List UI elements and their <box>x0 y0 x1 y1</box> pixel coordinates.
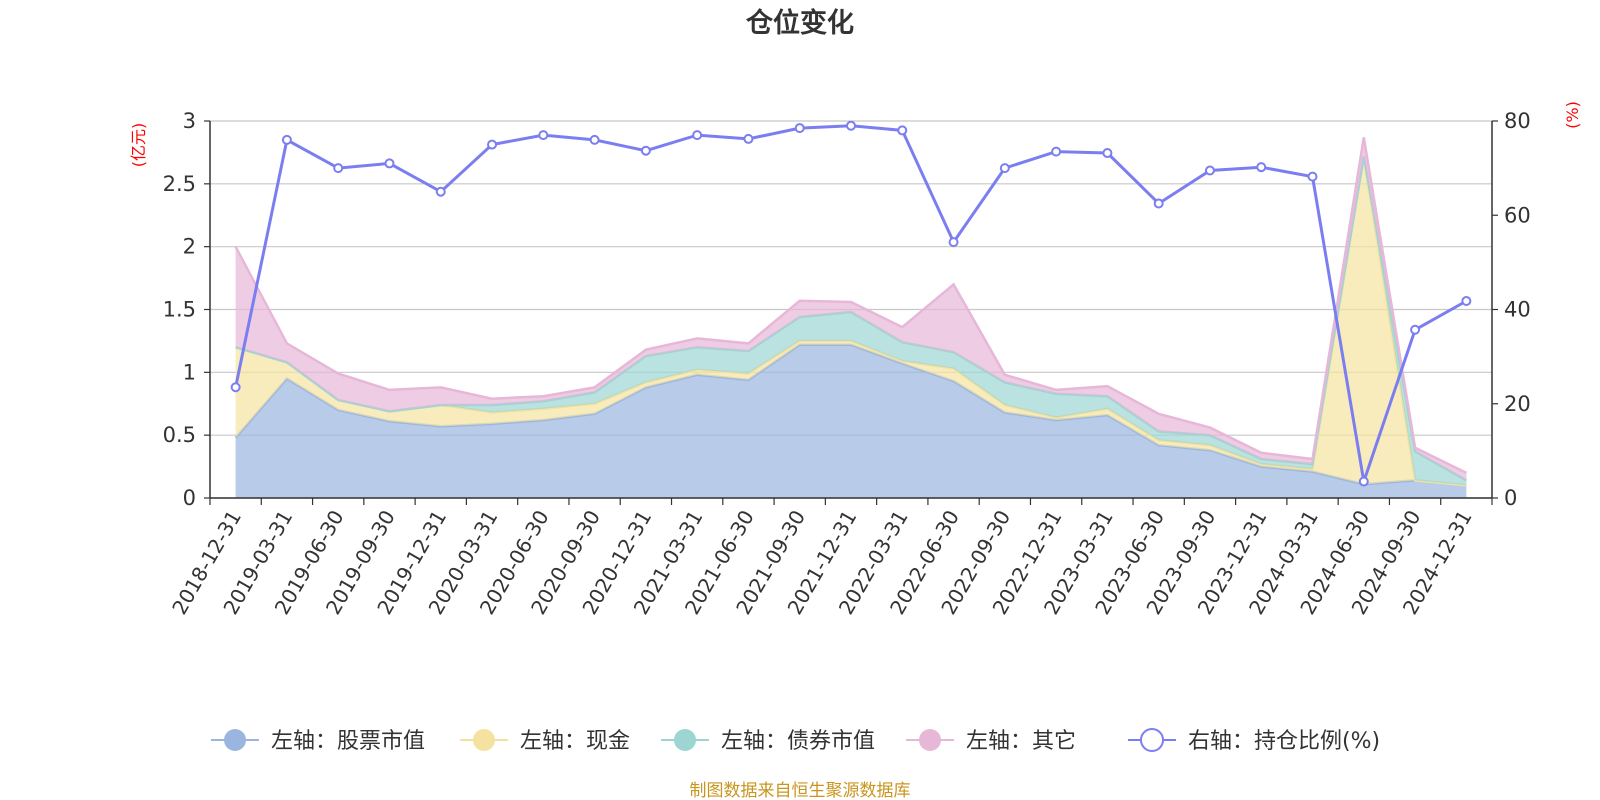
legend-circle-icon <box>224 729 246 751</box>
left-axis-tick-label: 1 <box>183 360 196 384</box>
holding-ratio-point <box>846 120 856 131</box>
area-左轴：现金 <box>235 157 1467 486</box>
holding-ratio-point <box>435 186 446 197</box>
holding-ratio-point <box>948 237 959 248</box>
holding-ratio-point <box>281 134 292 145</box>
legend-item[interactable]: 左轴：股票市值 <box>211 729 425 754</box>
area-左轴：债券市值 <box>235 156 1467 486</box>
right-axis-tick-label: 60 <box>1504 203 1531 227</box>
right-axis-tick-label: 0 <box>1504 486 1517 510</box>
legend-item[interactable]: 左轴：债券市值 <box>661 729 875 754</box>
holding-ratio-point <box>1307 171 1318 182</box>
holding-ratio-point <box>1461 296 1472 307</box>
holding-ratio-point <box>692 130 703 141</box>
left-axis-tick-label: 0 <box>183 486 196 510</box>
holding-ratio-point <box>589 134 600 145</box>
holding-ratio-point <box>794 123 805 134</box>
left-axis-tick-label: 2.5 <box>163 172 196 196</box>
holding-ratio-point <box>1051 146 1062 157</box>
legend-circle-icon <box>674 729 696 751</box>
holding-ratio-point <box>1204 165 1215 176</box>
area-左轴：股票市值 <box>235 344 1467 498</box>
holding-ratio-point <box>640 145 651 156</box>
legend-item[interactable]: 右轴：持仓比例(%) <box>1128 728 1380 754</box>
right-axis-tick-label: 20 <box>1504 392 1531 416</box>
holding-ratio-point <box>1153 198 1164 209</box>
holding-ratio-point <box>1410 324 1421 335</box>
area-edge-line <box>234 137 1467 475</box>
chart-title: 仓位变化 <box>745 7 854 39</box>
left-axis-tick-label: 1.5 <box>163 298 196 322</box>
legend-label: 左轴：股票市值 <box>271 729 425 754</box>
left-axis-tick-label: 2 <box>183 235 196 259</box>
legend-label: 左轴：其它 <box>966 729 1076 754</box>
holding-ratio-point <box>333 163 344 174</box>
right-axis-tick-label: 80 <box>1504 109 1531 133</box>
legend-circle-icon <box>1140 728 1164 752</box>
legend-label: 左轴：现金 <box>520 729 630 754</box>
holding-ratio-point <box>897 125 908 136</box>
holding-ratio-point <box>743 133 754 144</box>
left-axis-unit: (亿元) <box>129 123 148 168</box>
area-左轴：其它 <box>235 137 1467 481</box>
holding-ratio-point <box>1256 162 1267 173</box>
right-axis-tick-label: 40 <box>1504 298 1531 322</box>
legend-item[interactable]: 左轴：现金 <box>460 729 630 754</box>
holding-ratio-point <box>384 158 395 169</box>
left-axis-tick-label: 3 <box>183 109 196 133</box>
holding-ratio-point <box>230 382 241 393</box>
holding-ratio-point <box>999 163 1010 174</box>
legend-label: 左轴：债券市值 <box>721 729 875 754</box>
legend-item[interactable]: 左轴：其它 <box>906 729 1076 754</box>
legend-circle-icon <box>473 729 495 751</box>
holding-ratio-point <box>1358 476 1369 487</box>
right-axis-unit: (%) <box>1563 101 1582 129</box>
holding-ratio-point <box>1102 148 1113 159</box>
legend[interactable]: 左轴：股票市值 左轴：现金 左轴：债券市值 左轴：其它 右轴：持仓比例(%) <box>211 728 1380 754</box>
data-source-note: 制图数据来自恒生聚源数据库 <box>690 781 911 800</box>
stacked-areas <box>234 137 1468 498</box>
legend-label: 右轴：持仓比例(%) <box>1188 729 1380 754</box>
left-axis-tick-label: 0.5 <box>163 423 196 447</box>
holding-ratio-point <box>487 139 498 150</box>
holding-ratio-line <box>230 120 1472 487</box>
holding-ratio-point <box>538 130 549 141</box>
legend-circle-icon <box>919 729 941 751</box>
